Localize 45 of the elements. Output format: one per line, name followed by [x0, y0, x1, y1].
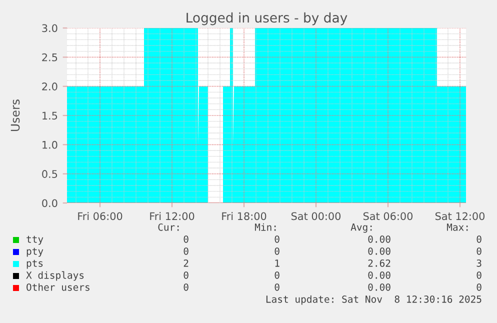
legend-label: tty — [26, 236, 44, 245]
text: 0 — [274, 235, 280, 243]
text: 3 — [476, 259, 482, 267]
y-tick-label: 1.5 — [42, 112, 58, 120]
y-tick-label: 0.0 — [42, 199, 58, 208]
text: 2 — [184, 259, 188, 267]
y-tick-label: 1.0 — [42, 140, 58, 149]
x-tick-label: Sat 06:00 — [363, 212, 413, 220]
x-tick-label: Fri 18:00 — [222, 212, 266, 220]
text: Avg: — [350, 224, 372, 233]
x-tick-label: Sat 12:00 — [435, 212, 485, 220]
text: 0 — [476, 271, 482, 279]
y-tick-label: 0.5 — [42, 170, 58, 178]
text: Cur: — [158, 223, 179, 231]
text: 0 — [274, 247, 280, 255]
x-tick-label: Fri 06:00 — [78, 212, 122, 220]
text: 0 — [274, 271, 280, 279]
y-tick-label: 3.0 — [42, 24, 58, 32]
y-tick-label: 2.5 — [42, 53, 58, 62]
text: 0 — [184, 271, 188, 279]
text: Max: — [446, 224, 468, 231]
text: 1 — [275, 260, 280, 267]
text: 0.00 — [368, 283, 390, 291]
x-tick-label: Sat 00:00 — [291, 212, 341, 220]
legend-label: pts — [26, 260, 43, 269]
text: 0 — [184, 235, 188, 243]
text: 2.62 — [368, 259, 390, 267]
legend-label: pty — [26, 248, 44, 257]
y-tick-label: 2.0 — [42, 82, 58, 90]
text: 0 — [274, 283, 280, 291]
text: 0 — [476, 247, 482, 255]
legend-label: X displays — [26, 271, 84, 281]
y-axis-title: Users — [10, 100, 20, 132]
text: Min: — [254, 223, 276, 231]
chart-title: Logged in users - by day — [186, 12, 348, 26]
text: 0 — [476, 283, 482, 291]
text: 0 — [184, 283, 188, 291]
text: 0.00 — [368, 271, 390, 279]
text: 0.00 — [368, 235, 390, 243]
text: 0 — [476, 235, 482, 243]
legend-label: Other users — [26, 283, 90, 291]
text: Last update: Sat Nov 8 12:30:16 2025 — [266, 295, 482, 305]
text: 0.00 — [368, 247, 390, 255]
text: 0 — [184, 247, 188, 255]
x-tick-label: Fri 12:00 — [150, 212, 194, 220]
